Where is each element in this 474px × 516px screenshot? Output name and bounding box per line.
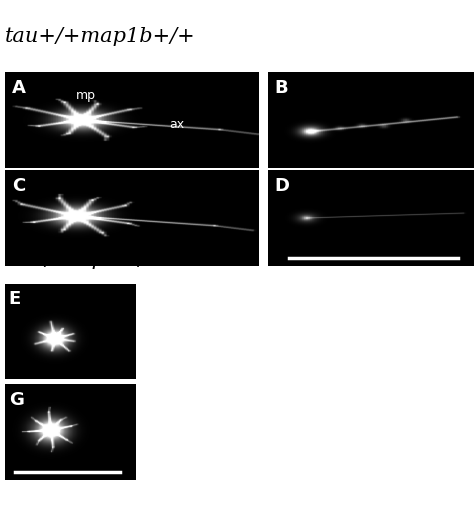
Text: mp: mp: [76, 89, 96, 102]
Text: C: C: [12, 177, 26, 195]
Text: ax: ax: [170, 118, 185, 131]
Text: F: F: [144, 291, 156, 309]
Text: E: E: [9, 291, 21, 309]
Text: B: B: [274, 79, 288, 97]
Text: A: A: [12, 79, 26, 97]
Text: H: H: [144, 391, 159, 409]
Text: tau+/+map1b+/+: tau+/+map1b+/+: [5, 27, 195, 45]
Text: tau-/-map1b-/-: tau-/-map1b-/-: [5, 250, 154, 269]
Text: G: G: [9, 391, 24, 409]
Text: D: D: [274, 177, 289, 195]
